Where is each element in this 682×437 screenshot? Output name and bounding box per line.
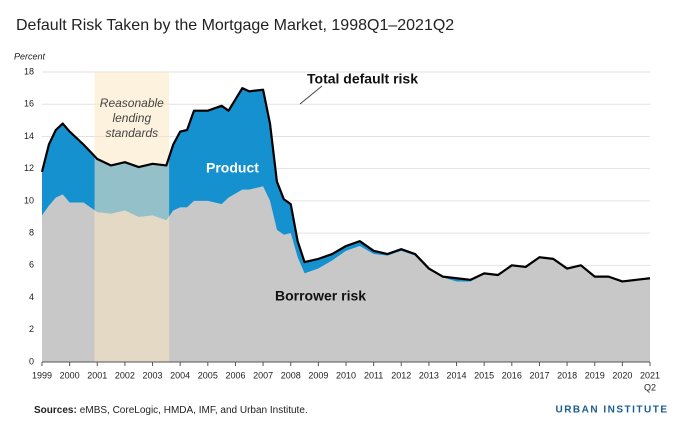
y-tick-label: 0 (29, 356, 34, 366)
x-tick-label: 2015 (474, 370, 494, 380)
x-tick-label: 2016 (502, 370, 522, 380)
shade-label: Reasonable (100, 96, 164, 110)
y-tick-label: 14 (24, 131, 34, 141)
x-tick-label: 2018 (557, 370, 577, 380)
series-label: Product (206, 160, 259, 176)
x-tick-label: 2013 (419, 370, 439, 380)
x-tick-label: 2011 (364, 370, 383, 380)
series-label: Total default risk (307, 71, 418, 87)
shade-label: standards (105, 126, 158, 140)
y-tick-label: 2 (29, 324, 34, 334)
x-tick-label: 2008 (281, 370, 301, 380)
y-tick-label: 16 (24, 99, 34, 109)
x-tick-label: 2002 (115, 370, 135, 380)
y-tick-label: 12 (24, 163, 34, 173)
chart-title: Default Risk Taken by the Mortgage Marke… (16, 17, 454, 34)
x-tick-label: 2006 (225, 370, 245, 380)
x-tick-label: 2010 (336, 370, 356, 380)
x-tick-label: 2017 (529, 370, 549, 380)
area (42, 88, 650, 283)
x-tick-label: 1999 (32, 370, 52, 380)
x-tick-label: 2021 (640, 370, 660, 380)
y-tick-label: 6 (29, 260, 34, 270)
x-tick-label: 2005 (198, 370, 218, 380)
y-tick-label: 18 (24, 66, 34, 76)
x-tick-label: 2007 (253, 370, 273, 380)
x-axis-note: Q2 (644, 382, 656, 392)
sources-text: eMBS, CoreLogic, HMDA, IMF, and Urban In… (80, 405, 308, 416)
x-tick-label: 2000 (60, 370, 80, 380)
x-tick-label: 2004 (170, 370, 190, 380)
x-tick-label: 2001 (87, 370, 107, 380)
y-axis-label: Percent (14, 51, 46, 61)
x-tick-label: 2014 (447, 370, 467, 380)
x-tick-label: 2012 (391, 370, 411, 380)
x-tick-label: 2020 (612, 370, 632, 380)
series-label: Borrower risk (275, 288, 366, 304)
y-tick-label: 10 (24, 195, 34, 205)
y-tick-label: 8 (29, 227, 34, 237)
shade-label: lending (112, 111, 151, 125)
sources: Sources: eMBS, CoreLogic, HMDA, IMF, and … (34, 405, 308, 416)
x-tick-label: 2003 (143, 370, 163, 380)
x-tick-label: 2019 (585, 370, 605, 380)
area (42, 186, 650, 362)
brand: URBAN INSTITUTE (555, 405, 668, 416)
y-tick-label: 4 (29, 292, 34, 302)
shade (94, 72, 170, 362)
x-tick-label: 2009 (308, 370, 328, 380)
sources-label: Sources: (34, 405, 77, 416)
pointer (299, 85, 323, 105)
line (40, 87, 651, 283)
